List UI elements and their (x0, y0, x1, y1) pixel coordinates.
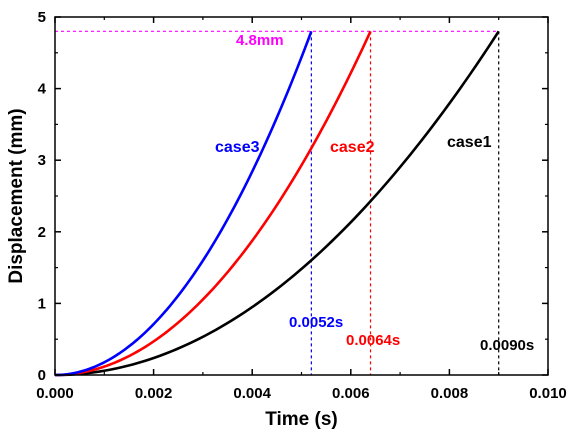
threshold-label: 4.8mm (236, 32, 284, 49)
y-tick-label: 1 (38, 295, 46, 312)
curve-label-case3: case3 (215, 139, 260, 156)
x-tick-label: 0.000 (36, 385, 74, 402)
end-time-label: 0.0064s (346, 332, 400, 349)
end-time-label: 0.0090s (480, 337, 534, 354)
series-line-case3 (54, 30, 313, 377)
y-tick-label: 3 (38, 152, 46, 169)
curve-label-case1: case1 (447, 134, 492, 151)
x-tick-label: 0.006 (332, 385, 370, 402)
x-tick-label: 0.002 (135, 385, 173, 402)
x-tick-label: 0.010 (529, 385, 567, 402)
end-time-label: 0.0052s (289, 314, 343, 331)
y-tick-label: 5 (38, 9, 46, 26)
y-axis-title: Displacement (mm) (6, 108, 27, 283)
x-tick-label: 0.004 (233, 385, 271, 402)
y-tick-label: 2 (38, 224, 46, 241)
axis-ticks: 0.000 0.002 0.004 0.006 0.008 0.010 0 1 2 3 4 5 (36, 9, 567, 402)
series-line-case2 (54, 30, 372, 377)
x-axis-title: Time (s) (265, 409, 338, 430)
guide-lines (55, 30, 500, 375)
curve-label-case2: case2 (330, 139, 375, 156)
series-curves (54, 30, 500, 377)
y-tick-label: 0 (38, 367, 46, 384)
series-line-case1 (54, 30, 500, 377)
y-tick-label: 4 (38, 81, 47, 98)
x-tick-label: 0.008 (431, 385, 469, 402)
